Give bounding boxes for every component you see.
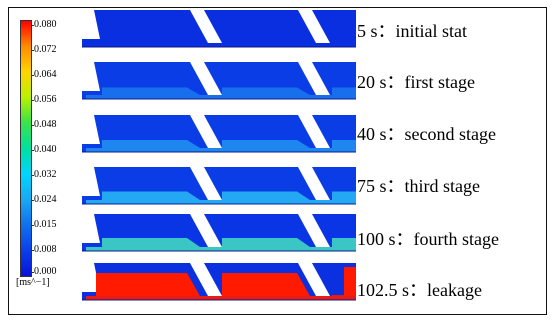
flow-panel-75s	[82, 167, 356, 205]
wall-notch	[190, 167, 222, 200]
wall-notch	[298, 10, 330, 43]
wall-notch	[190, 10, 222, 43]
wall-notch	[298, 115, 330, 148]
legend-tick: 0.064	[31, 69, 57, 80]
panel-label: 100 s：fourth stage	[357, 229, 499, 249]
legend-tick: 0.080	[31, 19, 57, 30]
wall-notch	[190, 263, 222, 296]
flow-panel-100s	[82, 214, 356, 252]
color-legend: 0.080 0.072 0.064 0.056 0.048 0.040 0.03…	[16, 15, 75, 295]
panel-label: 5 s：initial stat	[357, 21, 467, 41]
legend-tick: 0.015	[31, 219, 57, 230]
panel-label: 102.5 s：leakage	[357, 280, 482, 300]
flow-panel-5s	[82, 10, 356, 48]
velocity-band	[86, 191, 356, 204]
velocity-band	[86, 295, 356, 300]
wall-notch	[298, 263, 330, 296]
flow-panel-20s	[82, 62, 356, 100]
legend-tick: 0.048	[31, 119, 57, 130]
flow-panel-leakage	[82, 263, 356, 301]
legend-tick: 0.056	[31, 94, 57, 105]
leak-zone	[222, 273, 310, 296]
legend-tick: 0.072	[31, 44, 57, 55]
flow-domain	[82, 10, 356, 47]
panel-label: 40 s：second stage	[357, 124, 496, 144]
legend-tick: 0.008	[31, 244, 57, 255]
velocity-band	[86, 140, 356, 152]
legend-tick: 0.024	[31, 194, 57, 205]
wall-notch	[298, 62, 330, 95]
panel-label: 75 s：third stage	[357, 176, 480, 196]
velocity-band	[86, 87, 356, 99]
leak-zone	[96, 273, 200, 296]
wall-notch	[190, 62, 222, 95]
flow-panel-40s	[82, 115, 356, 153]
wall-notch	[298, 214, 330, 247]
wall-notch	[298, 167, 330, 200]
legend-tick: 0.032	[31, 169, 57, 180]
wall-notch	[190, 214, 222, 247]
legend-tick: 0.000	[31, 266, 57, 277]
leak-zone	[344, 267, 356, 296]
colorbar	[20, 20, 32, 277]
wall-notch	[190, 115, 222, 148]
legend-unit: [ms^−1]	[16, 277, 50, 288]
velocity-band	[86, 238, 356, 251]
panel-label: 20 s：first stage	[357, 72, 475, 92]
legend-tick: 0.040	[31, 144, 57, 155]
